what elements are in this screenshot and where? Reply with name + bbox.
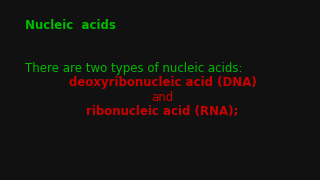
Text: nucleotides.: nucleotides. xyxy=(25,149,97,162)
Text: deoxyribonucleic acid (DNA): deoxyribonucleic acid (DNA) xyxy=(68,76,256,89)
Text: and reproduction: and reproduction xyxy=(25,48,126,60)
Text: There are two types of nucleic acids:: There are two types of nucleic acids: xyxy=(25,62,242,75)
Text: store information for cellular growth: store information for cellular growth xyxy=(25,33,239,46)
Text: are  molecules  that: are molecules that xyxy=(116,19,242,32)
Text: these are polymers consisting of long: these are polymers consisting of long xyxy=(25,120,247,133)
Text: ribonucleic acid (RNA);: ribonucleic acid (RNA); xyxy=(86,105,239,118)
Text: chains    of    monomers    called: chains of monomers called xyxy=(25,134,218,147)
Text: Nucleic  acids: Nucleic acids xyxy=(25,19,116,32)
Text: and: and xyxy=(151,91,173,104)
